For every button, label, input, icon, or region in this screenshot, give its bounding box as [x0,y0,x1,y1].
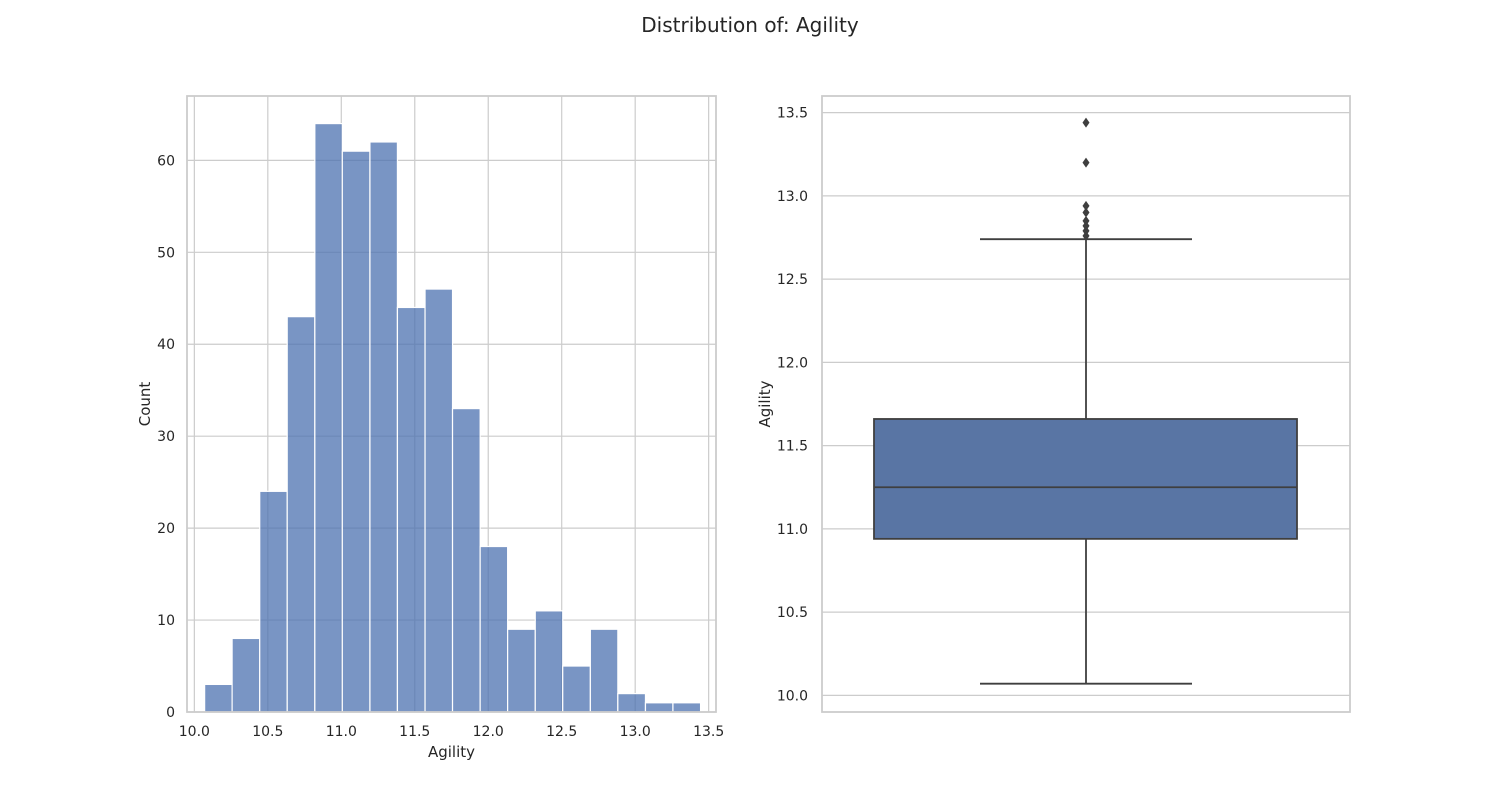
hist-bar [424,288,454,713]
hist-bar [479,545,509,713]
figure-title: Distribution of: Agility [641,13,859,37]
box-y-tick-label: 11.0 [777,522,808,538]
box-y-tick-label: 10.5 [777,605,808,621]
hist-x-tick-label: 12.5 [546,724,577,740]
outlier-point [1082,117,1090,128]
hist-y-tick-label: 50 [157,245,175,261]
hist-bar [286,316,316,713]
hist-x-tick-label: 12.0 [473,724,504,740]
outlier-point [1082,157,1090,168]
hist-bar [507,628,536,713]
hist-bar [369,141,399,713]
hist-bar [589,628,619,713]
hist-bar [644,702,674,713]
outlier-point [1082,200,1090,211]
box-y-tick-label: 11.5 [777,439,808,455]
hist-x-axis-label: Agility [428,743,475,761]
hist-y-tick-label: 20 [157,521,175,537]
hist-bar [231,637,261,713]
hist-bar [259,490,288,713]
outlier-point [1082,207,1090,218]
histogram-chart: 10.0 10.5 11.0 11.5 12.0 12.5 13.0 13.5 0 10 20 30 4… [136,95,724,761]
hist-y-tick-label: 40 [157,337,175,353]
boxplot-chart: 10.0 10.5 11.0 11.5 12.0 12.5 13.0 13.5 Agility [756,95,1351,713]
hist-bar [562,665,591,713]
box-y-tick-label: 12.5 [777,272,808,288]
box-axes-frame [821,95,1351,713]
hist-bar [314,122,343,713]
hist-x-tick-label: 10.0 [179,724,210,740]
hist-bar [534,610,564,713]
iqr-box [873,418,1298,540]
hist-x-tick-label: 13.0 [620,724,651,740]
hist-axes-frame [186,95,717,713]
hist-y-tick-label: 30 [157,429,175,445]
hist-y-tick-label: 60 [157,153,175,169]
hist-x-tick-label: 13.5 [693,724,724,740]
hist-bar [396,306,426,713]
hist-y-tick-label: 0 [166,705,175,721]
hist-bar [672,702,702,713]
hist-x-tick-label: 11.5 [399,724,430,740]
box-y-tick-label: 10.0 [777,688,808,704]
hist-x-tick-label: 10.5 [252,724,283,740]
hist-x-tick-label: 11.0 [326,724,357,740]
hist-bar [451,407,481,713]
hist-y-axis-label: Count [136,382,154,427]
box-y-tick-label: 13.5 [777,106,808,122]
box-y-tick-label: 12.0 [777,355,808,371]
hist-bar [341,150,371,713]
hist-bar [617,693,647,713]
hist-y-tick-label: 10 [157,613,175,629]
box-y-axis-label: Agility [756,380,774,427]
hist-bar [204,683,233,713]
box-y-tick-label: 13.0 [777,189,808,205]
outlier-point [1082,215,1090,226]
